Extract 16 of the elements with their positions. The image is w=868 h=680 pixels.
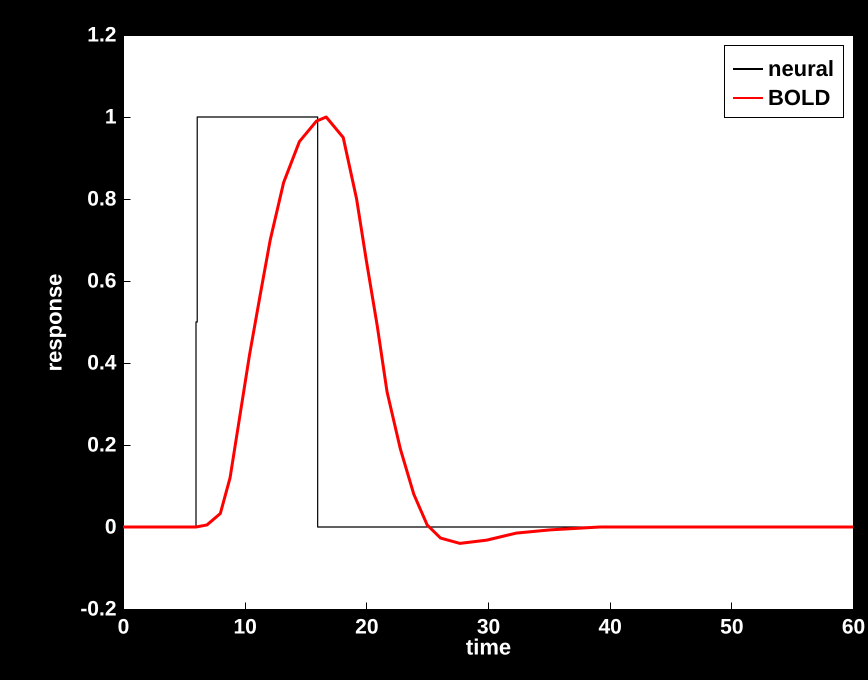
x-tick-label: 10	[233, 616, 257, 638]
y-tick-label: 0	[104, 516, 116, 538]
y-tick-label: 0.4	[87, 352, 117, 374]
x-tick-label: 20	[355, 616, 379, 638]
y-axis-title: response	[41, 274, 66, 372]
legend-label: BOLD	[768, 85, 830, 110]
legend-label: neural	[768, 56, 834, 81]
x-tick-label: 50	[720, 616, 744, 638]
y-tick-label: 0.2	[87, 434, 116, 456]
x-tick-label: 60	[842, 616, 866, 638]
x-tick-label: 40	[598, 616, 622, 638]
y-tick-label: 0.8	[87, 188, 117, 210]
y-tick-label: 1	[104, 106, 117, 128]
y-tick-label: 1.2	[87, 24, 116, 46]
y-tick-label: -0.2	[80, 598, 116, 620]
y-tick-label: 0.6	[87, 270, 116, 292]
